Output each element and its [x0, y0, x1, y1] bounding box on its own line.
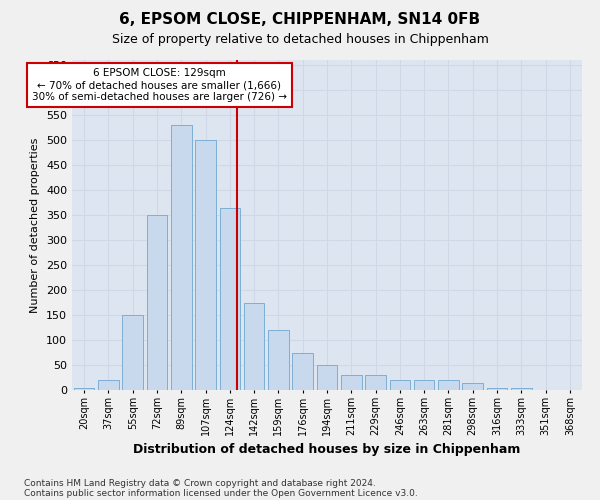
Text: 6, EPSOM CLOSE, CHIPPENHAM, SN14 0FB: 6, EPSOM CLOSE, CHIPPENHAM, SN14 0FB [119, 12, 481, 28]
Bar [74, 388, 94, 390]
Bar [341, 375, 362, 390]
Bar [220, 208, 240, 390]
Bar [98, 380, 119, 390]
Bar [511, 388, 532, 390]
Bar [268, 330, 289, 390]
Bar [438, 380, 459, 390]
Bar [292, 352, 313, 390]
Bar [365, 375, 386, 390]
Text: Contains public sector information licensed under the Open Government Licence v3: Contains public sector information licen… [24, 488, 418, 498]
Bar [146, 215, 167, 390]
Bar [389, 380, 410, 390]
Bar [317, 365, 337, 390]
Bar [244, 302, 265, 390]
Bar [171, 125, 191, 390]
Bar [487, 388, 508, 390]
Text: Size of property relative to detached houses in Chippenham: Size of property relative to detached ho… [112, 32, 488, 46]
Text: 6 EPSOM CLOSE: 129sqm
← 70% of detached houses are smaller (1,666)
30% of semi-d: 6 EPSOM CLOSE: 129sqm ← 70% of detached … [32, 68, 287, 102]
Text: Contains HM Land Registry data © Crown copyright and database right 2024.: Contains HM Land Registry data © Crown c… [24, 478, 376, 488]
Bar [122, 315, 143, 390]
X-axis label: Distribution of detached houses by size in Chippenham: Distribution of detached houses by size … [133, 444, 521, 456]
Bar [463, 382, 483, 390]
Bar [414, 380, 434, 390]
Y-axis label: Number of detached properties: Number of detached properties [31, 138, 40, 312]
Bar [195, 140, 216, 390]
